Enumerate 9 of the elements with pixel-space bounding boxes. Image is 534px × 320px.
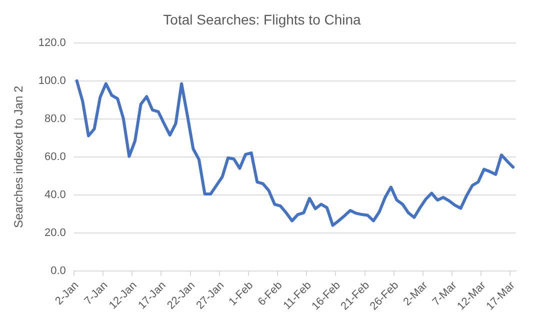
y-axis-title: Searches indexed to Jan 2 [12,86,26,228]
y-tick-label: 120.0 [38,36,66,49]
y-tick-label: 40.0 [44,188,66,201]
y-tick-label: 100.0 [38,74,66,87]
chart-title: Total Searches: Flights to China [163,11,362,28]
y-tick-label: 20.0 [44,227,66,240]
y-tick-label: 60.0 [44,150,66,163]
y-tick-label: 80.0 [44,112,66,125]
y-tick-label: 0.0 [50,265,66,278]
